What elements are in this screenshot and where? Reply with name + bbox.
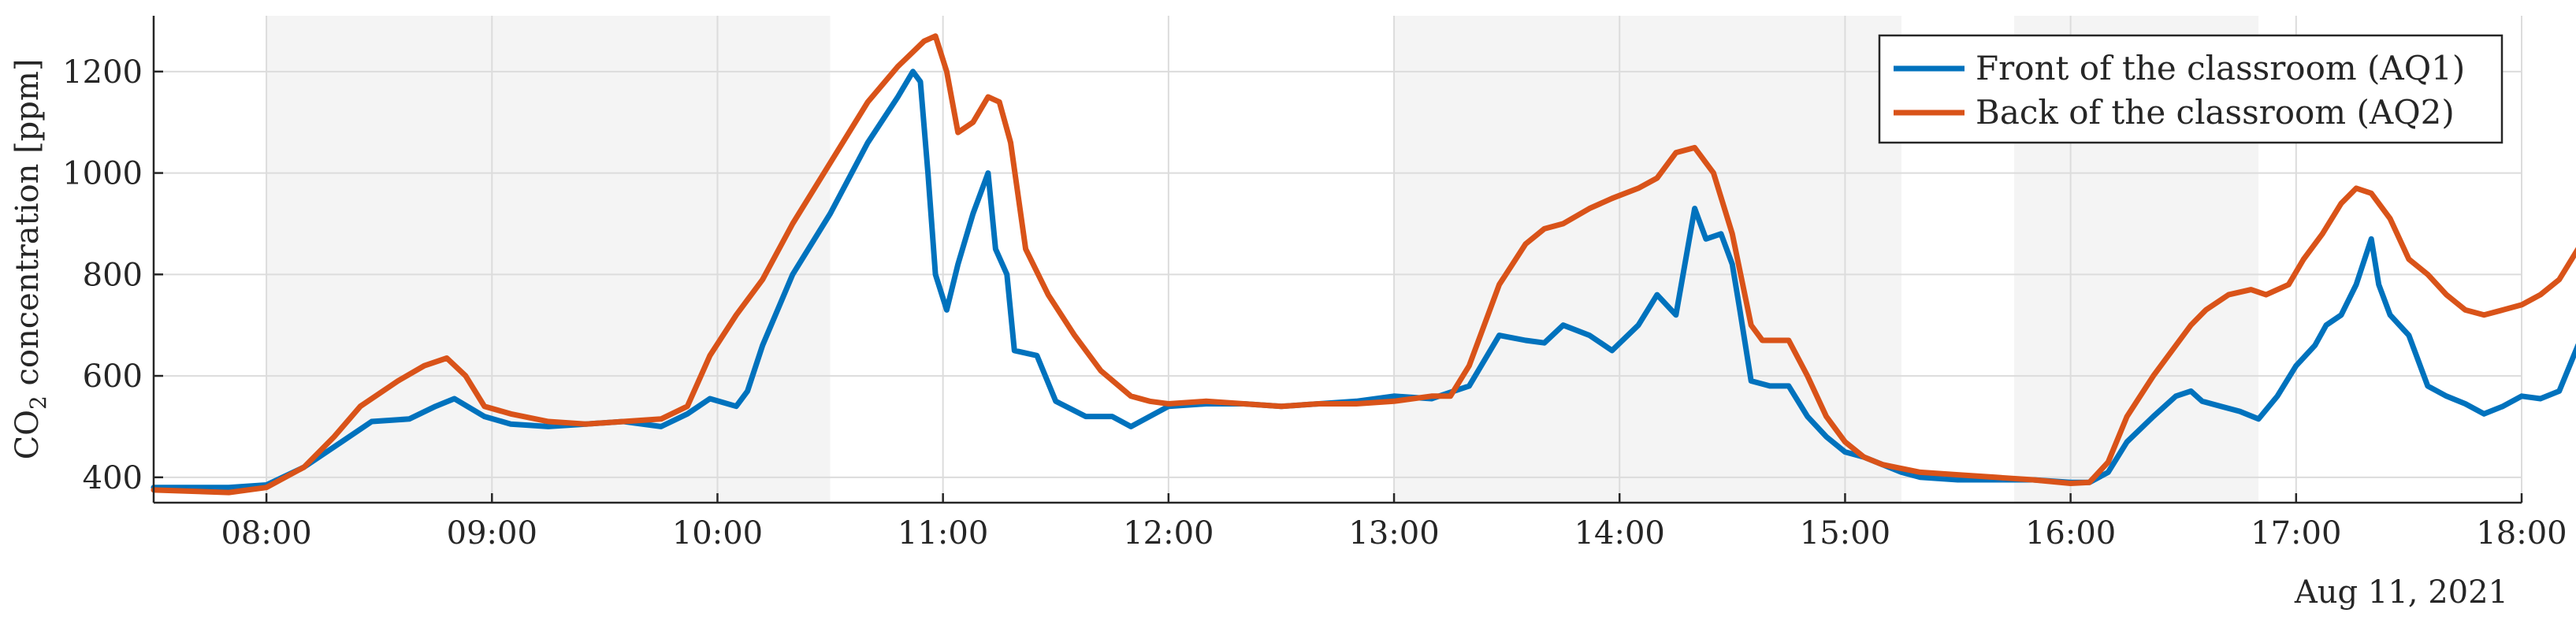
x-tick-label: 08:00	[221, 515, 311, 552]
x-tick-label: 09:00	[447, 515, 537, 552]
y-tick-label: 800	[83, 257, 143, 293]
shaded-periods	[266, 16, 2259, 503]
date-label: Aug 11, 2021	[2294, 574, 2508, 611]
series-line-aq1	[151, 69, 2576, 491]
x-tick-label: 16:00	[2025, 515, 2116, 552]
x-tick-label: 17:00	[2251, 515, 2341, 552]
x-tick-label: 13:00	[1348, 515, 1439, 552]
x-tick-label: 14:00	[1574, 515, 1665, 552]
y-axis-label: CO2 concentration [ppm]	[9, 59, 51, 460]
legend-label-aq2: Back of the classroom (AQ2)	[1976, 93, 2455, 132]
legend: Front of the classroom (AQ1) Back of the …	[1878, 34, 2504, 144]
series-line-aq2	[151, 33, 2576, 496]
y-tick-label: 1000	[62, 156, 143, 192]
shaded-period-1	[266, 16, 831, 503]
y-tick-label: 1200	[62, 54, 143, 91]
series-lines	[151, 33, 2576, 496]
y-tick-label: 400	[83, 460, 143, 496]
x-tick-label: 11:00	[898, 515, 988, 552]
x-tick-label: 12:00	[1123, 515, 1214, 552]
shaded-period-2	[1394, 16, 1901, 503]
legend-box	[1878, 34, 2504, 144]
axes	[152, 16, 2523, 504]
grid	[154, 16, 2522, 503]
legend-label-aq1: Front of the classroom (AQ1)	[1976, 49, 2465, 87]
x-tick-label: 10:00	[672, 515, 763, 552]
x-tick-label: 18:00	[2476, 515, 2567, 552]
x-tick-label: 15:00	[1800, 515, 1890, 552]
tick-labels: 08:00 09:00 10:00 11:00 12:00 13:00 14:00 15:00…	[62, 54, 2567, 552]
y-tick-label: 600	[83, 358, 143, 395]
